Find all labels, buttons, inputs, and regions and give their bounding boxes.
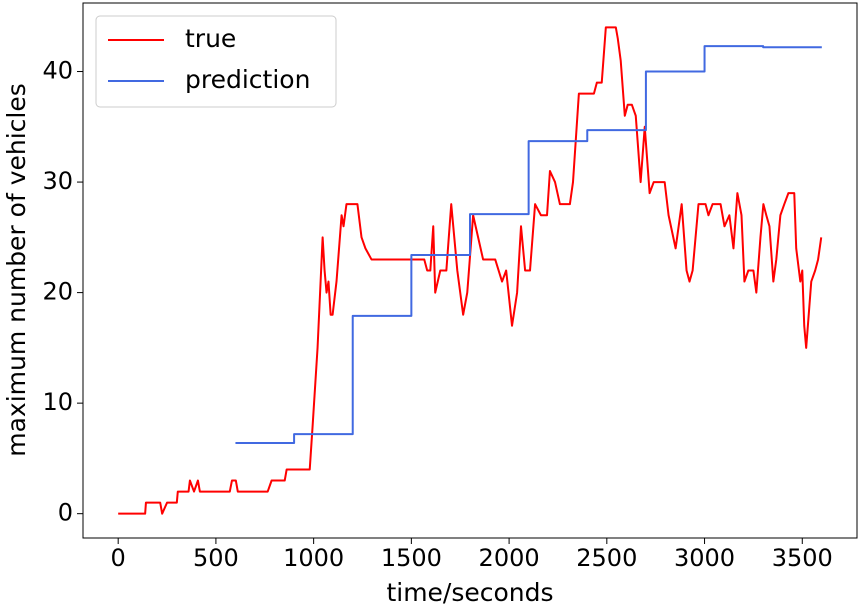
line-series: [235, 45, 822, 444]
line-series: [118, 26, 823, 515]
plot-frame: [82, 2, 858, 539]
x-tick-label: 1000: [283, 544, 344, 572]
x-tick-label: 3500: [772, 544, 833, 572]
x-tick-label: 2000: [479, 544, 540, 572]
x-axis-label: time/seconds: [386, 578, 553, 607]
legend-box: [95, 15, 337, 108]
x-tick-label: 500: [193, 544, 239, 572]
x-tick-label: 1500: [381, 544, 442, 572]
y-tick-label: 30: [42, 167, 73, 195]
y-tick-label: 10: [42, 388, 73, 416]
x-tick-label: 0: [111, 544, 126, 572]
legend-label: true: [185, 24, 236, 53]
x-tick-label: 2500: [576, 544, 637, 572]
y-axis-label: maximum number of vehicles: [2, 83, 31, 457]
x-tick-label: 3000: [674, 544, 735, 572]
y-tick-label: 0: [58, 499, 73, 527]
y-tick-label: 20: [42, 278, 73, 306]
y-tick-label: 40: [42, 57, 73, 85]
legend-label: prediction: [185, 65, 310, 94]
